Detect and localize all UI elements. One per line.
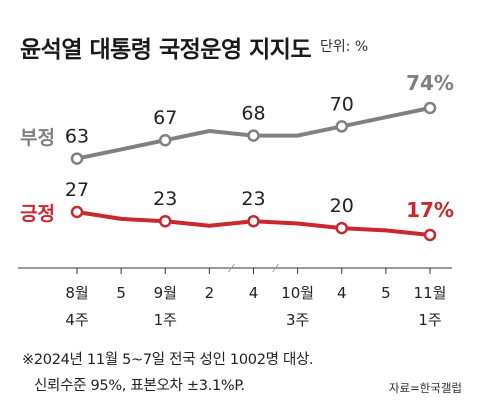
x-tick-label: 9월 [154,284,177,302]
x-tick-label: 4 [249,284,259,302]
x-tick-label-week: 3주 [286,311,309,329]
data-label: 23 [153,188,177,210]
unit-label: 단위: % [320,39,369,55]
x-tick-label: 5 [381,284,391,302]
data-point [423,228,437,242]
data-label: 67 [153,107,177,129]
x-tick-label: 11월 [414,284,447,302]
data-point [70,205,84,219]
data-point [70,152,84,165]
data-point [159,133,172,147]
data-point [247,129,260,142]
data-label: 20 [330,195,354,217]
data-label: 23 [241,188,265,210]
x-tick-label-week: 4주 [65,311,88,329]
x-tick-label-week: 1주 [418,311,441,329]
data-point [335,221,348,235]
data-label: 70 [330,93,354,115]
data-point [159,214,172,228]
data-point [247,214,260,228]
data-label: 27 [65,179,89,201]
source-label: 자료=한국갤럽 [388,381,462,395]
chart-title: 윤석열 대통령 국정운영 지지도 [20,37,312,63]
data-label: 68 [241,103,265,125]
x-tick-label: 2 [205,284,215,302]
data-point [335,120,348,133]
data-label: 63 [65,126,89,148]
survey-note: ※2024년 11월 5~7일 전국 성인 1002명 대상. [22,352,314,368]
data-label: 17% [406,198,454,222]
series-label: 긍정 [20,203,55,225]
axis-break-mark [228,263,235,273]
x-tick-label: 10월 [281,284,314,302]
x-tick-label: 5 [116,284,126,302]
axis-break-mark [272,263,279,273]
x-tick-label: 4 [337,284,347,302]
data-label: 74% [406,71,454,95]
data-point [423,101,437,115]
x-tick-label: 8월 [65,284,88,302]
survey-note-2: 신뢰수준 95%, 표본오차 ±3.1%P. [34,378,245,394]
series-label: 부정 [20,127,55,149]
x-tick-label-week: 1주 [154,311,177,329]
